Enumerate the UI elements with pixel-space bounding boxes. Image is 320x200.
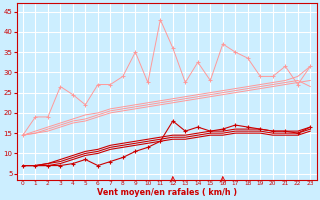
X-axis label: Vent moyen/en rafales ( km/h ): Vent moyen/en rafales ( km/h ) — [97, 188, 237, 197]
